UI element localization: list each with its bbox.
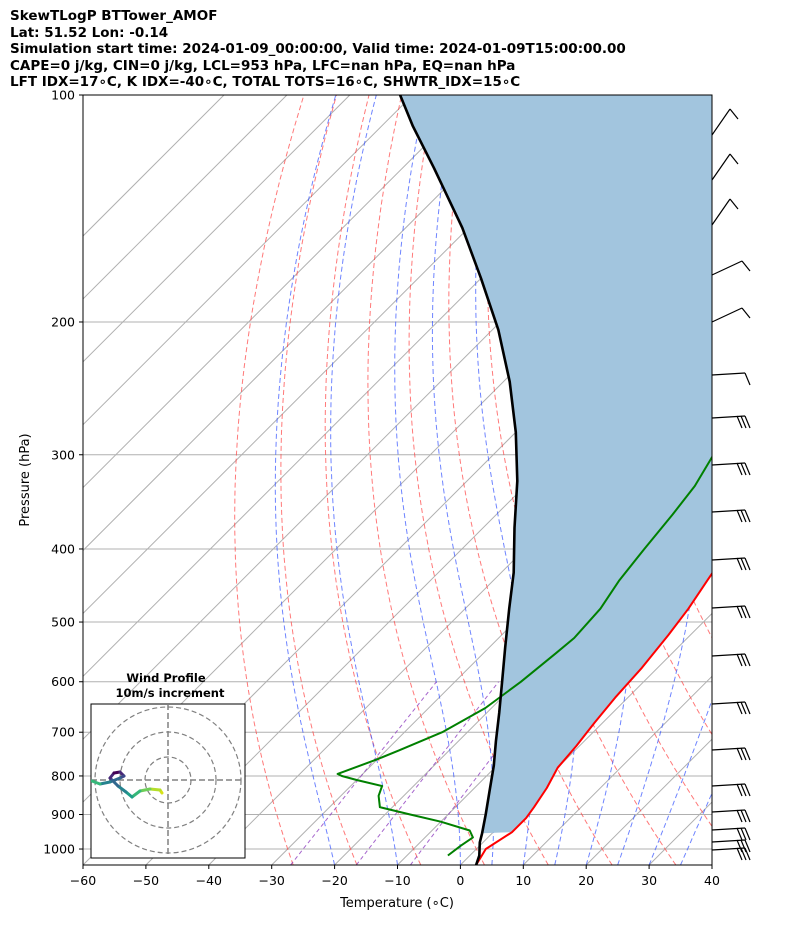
y-tick-label: 700 <box>51 725 75 740</box>
inset-subtitle: 10m/s increment <box>116 686 225 700</box>
x-tick-label: −20 <box>321 873 347 888</box>
wind-barb <box>711 509 751 523</box>
wind-barb <box>711 839 751 853</box>
mixing-ratio-line <box>409 681 550 865</box>
wind-barb <box>711 307 751 323</box>
profile-lines <box>336 95 712 865</box>
y-tick-label: 600 <box>51 674 75 689</box>
wind-barb <box>711 653 751 667</box>
wind-barb <box>711 847 751 861</box>
x-tick-label: −50 <box>133 873 159 888</box>
isotherm-line <box>522 675 712 865</box>
x-tick-label: −30 <box>259 873 285 888</box>
isotherm-line <box>83 95 225 237</box>
wind-barb <box>711 260 751 276</box>
y-tick-label: 100 <box>51 88 75 103</box>
y-tick-label: 900 <box>51 807 75 822</box>
y-axis-label: Pressure (hPa) <box>18 433 33 526</box>
isotherm-line <box>83 95 476 489</box>
hodograph-segment <box>108 776 122 784</box>
x-tick-label: 10 <box>515 873 531 888</box>
wind-barb <box>711 372 751 386</box>
isotherm-line <box>334 486 712 865</box>
wind-barb <box>711 557 751 571</box>
y-tick-label: 300 <box>51 447 75 462</box>
hodograph-segment <box>116 784 128 794</box>
wind-barb <box>711 108 739 136</box>
isotherm-line <box>83 95 288 300</box>
hodograph-segment <box>130 789 142 799</box>
mixing-ratio-line <box>355 681 499 865</box>
wind-profile-inset: Wind Profile 10m/s increment <box>90 671 246 859</box>
moist-adiabat <box>431 95 495 865</box>
x-tick-label: 20 <box>578 873 594 888</box>
isotherm-line <box>83 95 351 363</box>
dewpoint-line <box>336 455 712 857</box>
hodograph-segment <box>148 787 162 792</box>
y-tick-label: 500 <box>51 615 75 630</box>
wind-barbs <box>711 108 751 861</box>
dry-adiabat <box>760 95 794 865</box>
wind-barb <box>711 701 751 715</box>
x-tick-label: −40 <box>196 873 222 888</box>
cape-line: CAPE=0 j/kg, CIN=0 j/kg, LCL=953 hPa, LF… <box>10 57 516 74</box>
wind-barb <box>711 827 751 841</box>
chart-header: SkewTLogP BTTower_AMOF Lat: 51.52 Lon: -… <box>10 8 626 91</box>
time-line: Simulation start time: 2024-01-09_00:00:… <box>10 41 626 58</box>
dry-adiabat <box>234 95 305 865</box>
dry-adiabat <box>280 95 358 865</box>
index-line: LFT IDX=17∘C, K IDX=-40∘C, TOTAL TOTS=16… <box>10 74 521 91</box>
wind-barb <box>711 198 739 226</box>
x-tick-label: 30 <box>641 873 657 888</box>
cape-shaded-area <box>400 95 712 834</box>
y-tick-label: 1000 <box>43 842 75 857</box>
wind-barb <box>711 605 751 619</box>
moist-adiabat <box>680 791 712 865</box>
mixing-ratio-line <box>290 681 437 865</box>
x-tick-label: −60 <box>70 873 96 888</box>
x-axis-label: Temperature (∘C) <box>339 896 454 911</box>
y-tick-label: 200 <box>51 314 75 329</box>
parcel-line <box>398 95 519 865</box>
wind-barb <box>711 462 751 476</box>
moist-adiabat <box>617 95 699 865</box>
chart-title: SkewTLogP BTTower_AMOF <box>10 8 218 24</box>
x-tick-label: 0 <box>456 873 464 888</box>
dry-adiabat <box>324 95 422 865</box>
hodograph-segment <box>98 780 112 786</box>
wind-barb <box>711 783 751 797</box>
moist-adiabat <box>394 95 461 865</box>
dry-adiabat <box>367 95 485 865</box>
y-tick-label: 800 <box>51 768 75 783</box>
moist-adiabat <box>330 95 398 865</box>
inset-title: Wind Profile <box>126 671 206 685</box>
location-line: Lat: 51.52 Lon: -0.14 <box>10 24 169 41</box>
wind-barb <box>711 809 751 823</box>
hodograph-segment <box>138 787 152 793</box>
wind-barb <box>711 747 751 761</box>
x-tick-label: −10 <box>384 873 410 888</box>
y-axis: 100 200 300 400 500 600 700 800 900 1000 <box>43 88 83 857</box>
temperature-line <box>475 571 712 865</box>
y-tick-label: 400 <box>51 541 75 556</box>
isotherm-line <box>83 95 414 426</box>
moist-adiabat <box>274 95 337 865</box>
wind-barb <box>711 415 751 429</box>
hodograph-segment <box>91 779 102 786</box>
x-tick-label: 40 <box>704 873 720 888</box>
x-axis: −60 −50 −40 −30 −20 −10 0 10 20 30 40 <box>70 865 720 888</box>
moist-adiabat <box>648 698 712 865</box>
wind-barb <box>711 153 739 181</box>
isotherm-line <box>460 612 712 865</box>
isotherm-line <box>83 95 539 552</box>
